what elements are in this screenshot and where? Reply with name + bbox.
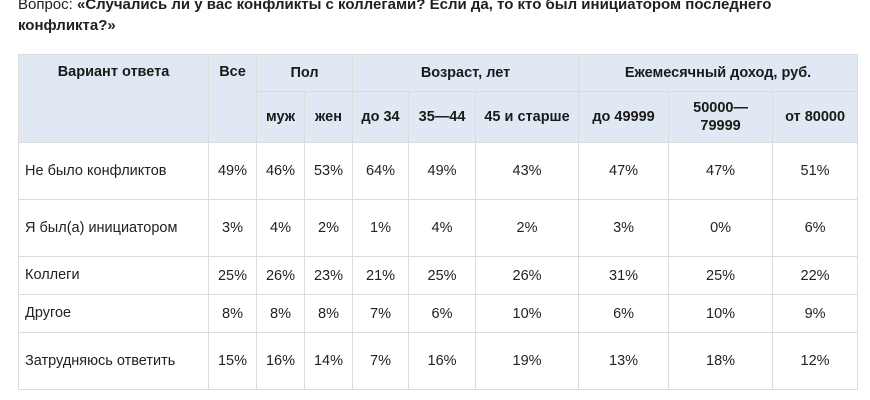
row-label: Затрудняюсь ответить	[18, 332, 209, 390]
table-cell: 2%	[303, 199, 354, 257]
table-cell: 8%	[256, 294, 305, 333]
survey-results-table: Вариант ответа Все Пол Возраст, лет Ежем…	[18, 54, 859, 390]
table-cell: 4%	[408, 199, 477, 257]
question-text: «Случались ли у вас конфликты с коллегам…	[18, 0, 772, 34]
table-cell: 18%	[668, 332, 774, 390]
table-cell: 7%	[352, 294, 410, 333]
table-cell: 15%	[208, 332, 257, 390]
table-cell: 1%	[352, 199, 410, 257]
table-cell: 6%	[408, 294, 477, 333]
table-cell: 6%	[578, 294, 670, 333]
header-income: Ежемесячный доход, руб.	[578, 54, 859, 92]
row-label: Не было конфликтов	[18, 142, 209, 200]
table-cell: 23%	[303, 256, 354, 295]
row-label: Другое	[18, 294, 209, 333]
subheader-female: жен	[303, 91, 354, 143]
table-cell: 4%	[256, 199, 305, 257]
table-cell: 9%	[772, 294, 859, 333]
table-cell: 25%	[668, 256, 774, 295]
header-gender: Пол	[255, 54, 354, 92]
table-row: Я был(а) инициатором 3% 4% 2% 1% 4% 2% 3…	[18, 199, 859, 257]
subheader-age-under-34: до 34	[352, 91, 410, 143]
row-label: Коллеги	[18, 256, 209, 295]
survey-question: Вопрос: «Случались ли у вас конфликты с …	[18, 0, 858, 36]
table-cell: 16%	[408, 332, 477, 390]
table-cell: 8%	[303, 294, 354, 333]
table-cell: 13%	[578, 332, 670, 390]
table-cell: 12%	[772, 332, 859, 390]
table-cell: 3%	[208, 199, 257, 257]
table-cell: 10%	[668, 294, 774, 333]
table-cell: 26%	[475, 256, 580, 295]
header-all: Все	[208, 54, 257, 143]
table-cell: 31%	[578, 256, 670, 295]
subheader-age-35-44: 35—44	[408, 91, 477, 143]
table-cell: 53%	[303, 142, 354, 200]
table-cell: 8%	[208, 294, 257, 333]
table-cell: 3%	[578, 199, 670, 257]
table-cell: 2%	[475, 199, 580, 257]
question-prefix: Вопрос:	[18, 0, 77, 13]
table-cell: 64%	[352, 142, 410, 200]
subheader-age-45-plus: 45 и старше	[475, 91, 580, 143]
header-age: Возраст, лет	[352, 54, 580, 92]
table-cell: 47%	[578, 142, 670, 200]
table-cell: 22%	[772, 256, 859, 295]
header-answer: Вариант ответа	[18, 54, 209, 143]
subheader-male: муж	[256, 91, 305, 143]
table-cell: 16%	[256, 332, 305, 390]
table-cell: 49%	[208, 142, 257, 200]
table-row: Коллеги 25% 26% 23% 21% 25% 26% 31% 25% …	[18, 256, 859, 295]
table-cell: 14%	[303, 332, 354, 390]
table-cell: 46%	[256, 142, 305, 200]
table-cell: 26%	[256, 256, 305, 295]
row-label: Я был(а) инициатором	[18, 199, 209, 257]
table-cell: 51%	[772, 142, 859, 200]
table-cell: 25%	[208, 256, 257, 295]
subheader-income-high: от 80000	[772, 91, 859, 143]
table-cell: 25%	[408, 256, 477, 295]
table-row: Не было конфликтов 49% 46% 53% 64% 49% 4…	[18, 142, 859, 200]
table-cell: 49%	[408, 142, 477, 200]
subheader-income-low: до 49999	[578, 91, 670, 143]
table-row: Затрудняюсь ответить 15% 16% 14% 7% 16% …	[18, 332, 859, 390]
table-cell: 19%	[475, 332, 580, 390]
table-cell: 0%	[668, 199, 774, 257]
table-cell: 10%	[475, 294, 580, 333]
table-cell: 21%	[352, 256, 410, 295]
subheader-income-mid: 50000—79999	[668, 91, 774, 143]
table-row: Другое 8% 8% 8% 7% 6% 10% 6% 10% 9%	[18, 294, 859, 333]
table-cell: 6%	[772, 199, 859, 257]
table-cell: 7%	[352, 332, 410, 390]
table-cell: 43%	[475, 142, 580, 200]
table-cell: 47%	[668, 142, 774, 200]
